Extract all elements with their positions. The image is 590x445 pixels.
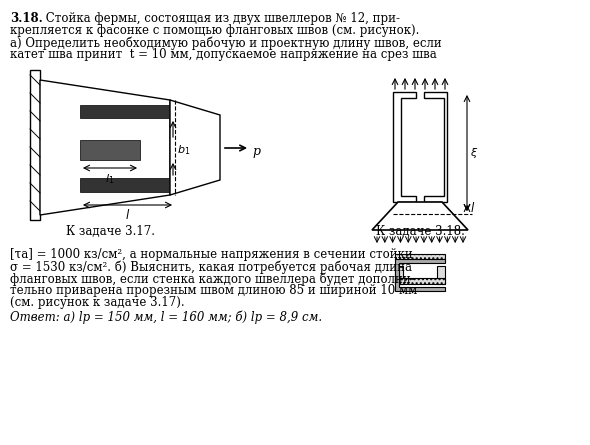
Text: σ = 1530 кз/см². б) Выяснить, какая потребуется рабочая длина: σ = 1530 кз/см². б) Выяснить, какая потр… [10,260,412,274]
Text: p: p [252,145,260,158]
Text: $l_1$: $l_1$ [106,172,114,186]
Text: К задаче 3.18.: К задаче 3.18. [376,225,464,238]
Polygon shape [393,92,416,202]
Text: крепляется к фасонке с помощью фланговых швов (см. рисунок).: крепляется к фасонке с помощью фланговых… [10,24,419,37]
Text: К задаче 3.17.: К задаче 3.17. [65,225,155,238]
Polygon shape [80,140,140,160]
Bar [395,278,445,284]
Polygon shape [170,100,220,195]
Polygon shape [372,202,468,230]
Bar [395,254,445,260]
Bar [395,266,403,284]
Polygon shape [40,80,170,215]
Text: 3.18.: 3.18. [10,12,42,25]
Text: $b_1$: $b_1$ [177,143,191,157]
Text: а) Определить необходимую рабочую и проектную длину швов, если: а) Определить необходимую рабочую и прое… [10,36,442,49]
Text: $l$: $l$ [470,201,475,215]
Text: $l$: $l$ [125,208,130,222]
Polygon shape [424,92,447,202]
Text: фланговых швов, если стенка каждого швеллера будет дополни-: фланговых швов, если стенка каждого швел… [10,272,415,286]
Text: катет шва принит  t = 10 мм, допускаемое напряжение на срез шва: катет шва принит t = 10 мм, допускаемое … [10,48,437,61]
Polygon shape [30,70,40,220]
Polygon shape [395,259,445,291]
Text: $\xi$: $\xi$ [470,146,478,160]
Polygon shape [80,105,175,118]
Text: тельно приварена прорезным швом длиною 85 и шириной 10 мм: тельно приварена прорезным швом длиною 8… [10,284,417,297]
Bar [437,266,445,284]
Polygon shape [80,178,175,192]
Text: Стойка фермы, состоящая из двух швеллеров № 12, при-: Стойка фермы, состоящая из двух швеллеро… [42,12,400,25]
Text: [τа] = 1000 кз/см², а нормальные напряжения в сечении стойки: [τа] = 1000 кз/см², а нормальные напряже… [10,248,413,261]
Text: Ответ: а) lр = 150 мм, l = 160 мм; б) lр = 8,9 см.: Ответ: а) lр = 150 мм, l = 160 мм; б) lр… [10,310,322,324]
Text: (см. рисунок к задаче 3.17).: (см. рисунок к задаче 3.17). [10,296,185,309]
